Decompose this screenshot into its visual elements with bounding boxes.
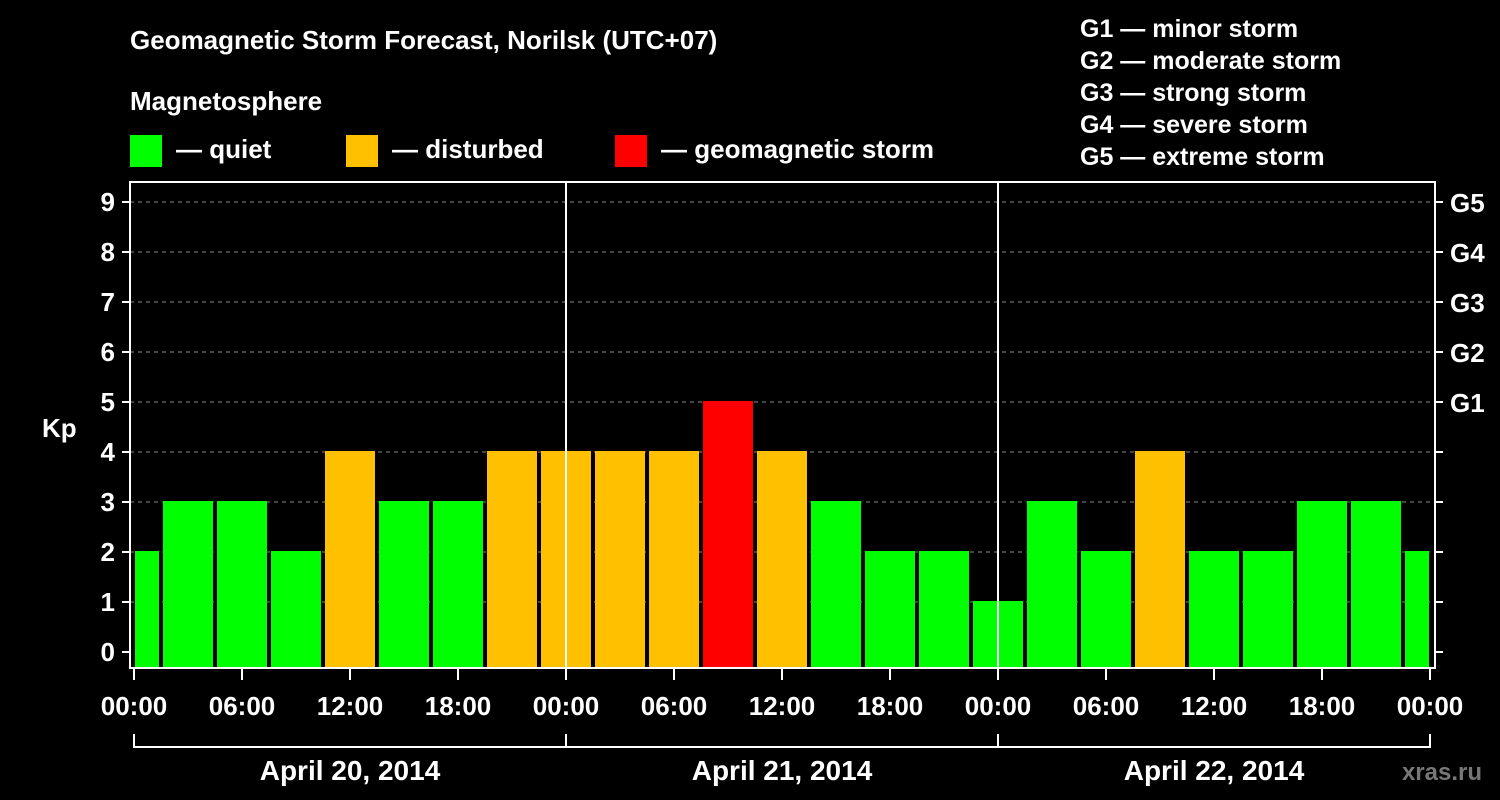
y-tick-label: 8 (101, 237, 115, 267)
x-tick-label: 18:00 (857, 691, 924, 721)
y-tick-label: 6 (101, 337, 115, 367)
y-tick-label: 0 (101, 637, 115, 667)
y-tick-label: 3 (101, 487, 115, 517)
storm-scale-item-2: G2 — moderate storm (1080, 47, 1341, 75)
kp-bar (325, 451, 375, 668)
g-tick-label: G4 (1450, 238, 1485, 268)
g-tick-label: G2 (1450, 338, 1485, 368)
watermark: xras.ru (1402, 759, 1482, 786)
kp-bar (217, 501, 267, 668)
kp-bar (595, 451, 645, 668)
kp-bar (433, 501, 483, 668)
kp-bar (703, 401, 753, 668)
storm-scale-item-1: G1 — minor storm (1080, 15, 1298, 43)
legend-label-1: — disturbed (392, 134, 544, 164)
kp-bar (811, 501, 861, 668)
x-tick-label: 06:00 (641, 691, 708, 721)
x-tick-label: 12:00 (317, 691, 384, 721)
date-label: April 21, 2014 (692, 755, 873, 786)
kp-bar (379, 501, 429, 668)
kp-bar (271, 551, 321, 668)
x-tick-label: 06:00 (1073, 691, 1140, 721)
storm-scale-item-3: G3 — strong storm (1080, 79, 1306, 107)
legend-heading: Magnetosphere (130, 86, 322, 116)
g-tick-label: G5 (1450, 188, 1485, 218)
x-tick-label: 06:00 (209, 691, 276, 721)
kp-bar (135, 551, 159, 668)
legend-swatch-0 (130, 135, 162, 167)
storm-scale-item-4: G4 — severe storm (1080, 111, 1308, 139)
legend: — quiet — disturbed — geomagnetic storm (130, 134, 934, 167)
legend-swatch-1 (346, 135, 378, 167)
kp-bar (1081, 551, 1131, 668)
kp-bar (919, 551, 969, 668)
kp-bar (1243, 551, 1293, 668)
date-label: April 22, 2014 (1124, 755, 1305, 786)
kp-bar (1405, 551, 1429, 668)
chart-title: Geomagnetic Storm Forecast, Norilsk (UTC… (130, 25, 717, 55)
x-tick-label: 12:00 (1181, 691, 1248, 721)
storm-scale-legend: G1 — minor storm G2 — moderate storm G3 — … (1080, 15, 1341, 171)
y-tick-label: 4 (101, 437, 116, 467)
legend-swatch-2 (615, 135, 647, 167)
x-tick-label: 00:00 (1397, 691, 1464, 721)
y-tick-label: 7 (101, 287, 115, 317)
legend-label-0: — quiet (176, 134, 272, 164)
y-tick-label: 1 (101, 587, 115, 617)
storm-scale-item-5: G5 — extreme storm (1080, 143, 1325, 171)
kp-bar (865, 551, 915, 668)
kp-bar (1135, 451, 1185, 668)
kp-bar (1027, 501, 1077, 668)
kp-bar (1189, 551, 1239, 668)
kp-bar (1297, 501, 1347, 668)
y-tick-label: 5 (101, 387, 115, 417)
x-tick-label: 18:00 (425, 691, 492, 721)
y-tick-label: 9 (101, 187, 115, 217)
x-tick-label: 18:00 (1289, 691, 1356, 721)
x-tick-label: 00:00 (533, 691, 600, 721)
g-tick-label: G3 (1450, 288, 1485, 318)
kp-bar (757, 451, 807, 668)
y-axis-label: Kp (42, 413, 77, 443)
y-tick-label: 2 (101, 537, 115, 567)
date-label: April 20, 2014 (260, 755, 441, 786)
x-tick-label: 00:00 (965, 691, 1032, 721)
x-tick-label: 12:00 (749, 691, 816, 721)
kp-bar (1351, 501, 1401, 668)
kp-bar (487, 451, 537, 668)
kp-bar (163, 501, 213, 668)
plot-area: 0 1 2 3 4 5 6 7 8 9 Kp G1 G2 G3 G4 G5 00:00 06:00 12:00 18:… (42, 181, 1485, 786)
x-tick-label: 00:00 (101, 691, 168, 721)
legend-label-2: — geomagnetic storm (661, 134, 934, 164)
g-tick-label: G1 (1450, 388, 1485, 418)
kp-bar (649, 451, 699, 668)
